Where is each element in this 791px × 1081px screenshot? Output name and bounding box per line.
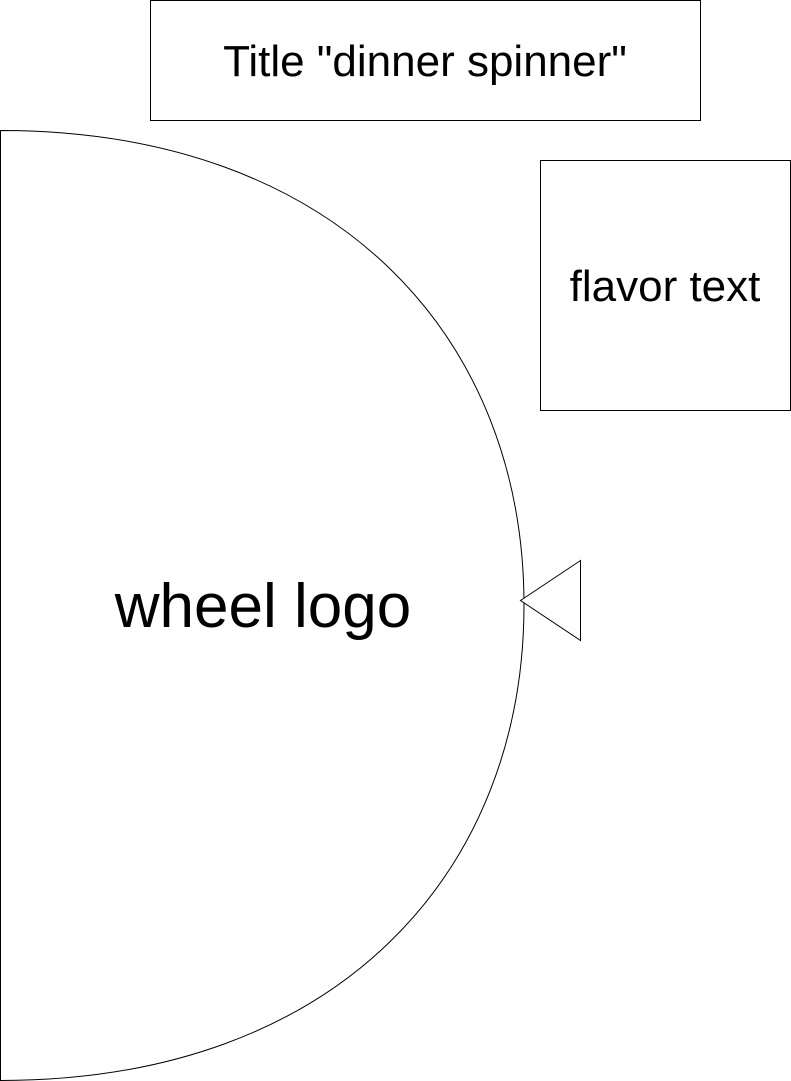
title-box: Title "dinner spinner" — [150, 0, 701, 121]
triangle-pointer-icon — [519, 559, 581, 642]
flavor-text-box: flavor text — [540, 160, 791, 411]
wheel-logo-label: wheel logo — [114, 572, 411, 641]
wheel-logo: wheel logo — [0, 129, 525, 1081]
flavor-text-label: flavor text — [570, 262, 761, 311]
title-label: Title "dinner spinner" — [223, 37, 627, 86]
